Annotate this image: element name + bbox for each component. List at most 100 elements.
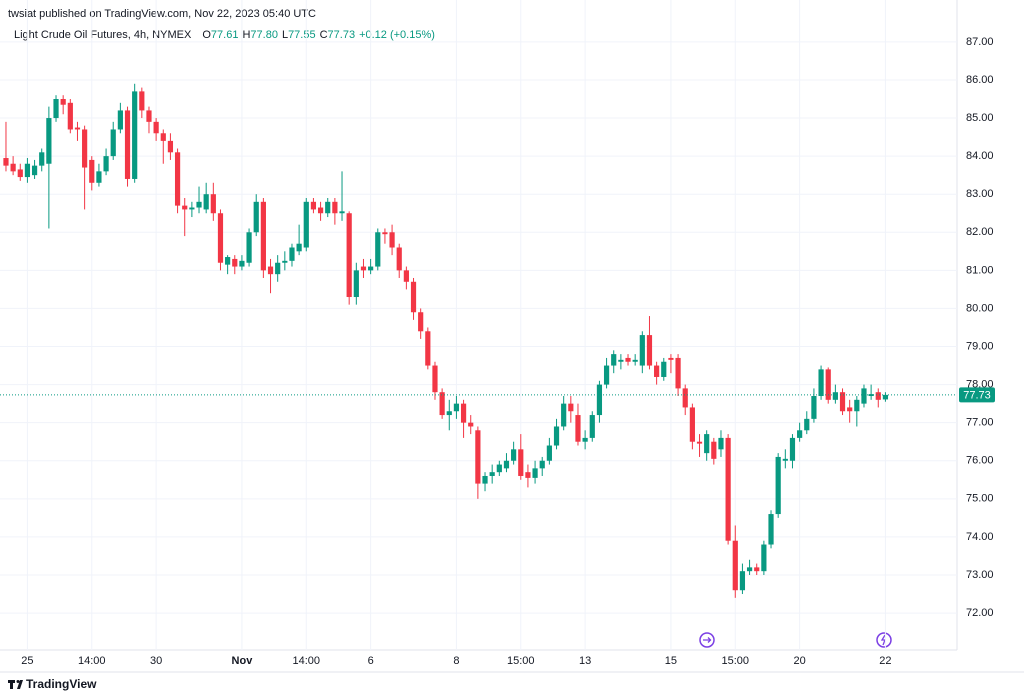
candle-body — [732, 540, 738, 591]
candle-body — [811, 396, 817, 419]
candle-body — [239, 260, 245, 267]
y-tick-label: 72.00 — [966, 607, 994, 619]
legend-item: L77.55 — [282, 29, 316, 41]
logo — [8, 680, 23, 689]
candle-body — [460, 403, 467, 423]
candle-body — [439, 392, 445, 416]
candle-body — [260, 201, 266, 271]
candle-body — [532, 468, 538, 478]
candle-body — [39, 152, 45, 166]
x-tick-label: 14:00 — [293, 655, 321, 667]
y-tick-label: 83.00 — [966, 188, 994, 200]
candle-body — [225, 257, 231, 265]
legend-value: 77.73 — [327, 29, 356, 41]
y-tick-label: 84.00 — [966, 150, 994, 162]
candle-body — [489, 472, 495, 476]
candle-body — [74, 127, 81, 130]
candle-body — [96, 171, 102, 183]
candle-body — [368, 266, 374, 271]
candle-body — [582, 437, 588, 442]
candle-body — [525, 472, 531, 478]
y-tick-label: 79.00 — [966, 340, 994, 352]
last-price-label: 77.73 — [963, 389, 991, 401]
candle-body — [346, 213, 352, 298]
legend-value: 77.61 — [210, 29, 239, 41]
candle-body — [646, 335, 653, 366]
candle-body — [868, 394, 874, 397]
candle-body — [654, 365, 660, 377]
candle-body — [832, 392, 838, 400]
x-tick-label: 8 — [453, 655, 459, 667]
y-tick-label: 87.00 — [966, 36, 994, 48]
candle-body — [317, 207, 324, 214]
candle-body — [167, 140, 174, 153]
candle-body — [446, 411, 452, 416]
candle-body — [611, 354, 617, 366]
x-tick-label: 25 — [21, 655, 33, 667]
candle-body — [339, 211, 345, 214]
candle-body — [518, 449, 524, 476]
candle-body — [196, 201, 202, 208]
candle-body — [46, 118, 52, 164]
candle-body — [10, 163, 16, 172]
x-tick-label: 15:00 — [507, 655, 535, 667]
candle-body — [625, 357, 631, 362]
x-tick-label: 14:00 — [78, 655, 106, 667]
candle-body — [861, 388, 867, 404]
candle-body — [739, 571, 746, 591]
candle-body — [60, 99, 66, 105]
candle-body — [303, 201, 309, 248]
candle-body — [818, 369, 824, 397]
candle-body — [53, 99, 59, 119]
candle-body — [67, 102, 73, 130]
candle-body — [17, 169, 23, 178]
candle-body — [310, 201, 317, 210]
x-tick-label: 15:00 — [722, 655, 750, 667]
candle-body — [468, 422, 474, 427]
candle-body — [282, 260, 288, 263]
candle-body — [768, 514, 774, 545]
candle-body — [396, 247, 402, 271]
candle-body — [360, 266, 367, 271]
candle-body — [775, 456, 781, 515]
x-tick-label: 13 — [579, 655, 591, 667]
event-arrow — [703, 637, 712, 643]
candle-body — [496, 464, 502, 473]
candle-body — [267, 266, 274, 275]
candle-body — [754, 567, 760, 572]
candle-body — [375, 232, 381, 267]
candle-body — [782, 458, 788, 461]
candle-body — [804, 418, 810, 431]
legend-key: O — [202, 29, 211, 41]
y-tick-label: 85.00 — [966, 112, 994, 124]
candle-body — [789, 437, 796, 461]
candle-body — [561, 403, 567, 427]
legend-value: 77.80 — [250, 29, 278, 41]
candle-body — [632, 359, 638, 362]
candle-body — [153, 121, 159, 134]
candle-body — [661, 361, 667, 377]
candle-body — [639, 335, 645, 366]
candle-body — [553, 426, 560, 446]
y-tick-label: 76.00 — [966, 455, 994, 467]
candle-body — [418, 312, 424, 332]
candle-body — [761, 544, 767, 572]
candle-body — [82, 129, 88, 168]
candle-body — [146, 110, 152, 122]
candle-body — [589, 415, 595, 438]
candle-body — [182, 205, 188, 210]
candle-body — [432, 365, 438, 393]
candle-body — [232, 258, 238, 267]
candle-body — [160, 133, 166, 141]
symbol: Light Crude Oil Futures, 4h, NYMEX — [14, 29, 192, 41]
candle-body — [3, 158, 9, 166]
x-tick-label: 30 — [150, 655, 162, 667]
candle-body — [511, 449, 517, 461]
candle-body — [389, 232, 395, 248]
candle-body — [210, 194, 216, 214]
candle-body — [568, 403, 574, 412]
legend-item: H77.80 — [242, 29, 277, 41]
grid — [0, 0, 957, 650]
candle-body — [596, 384, 603, 416]
